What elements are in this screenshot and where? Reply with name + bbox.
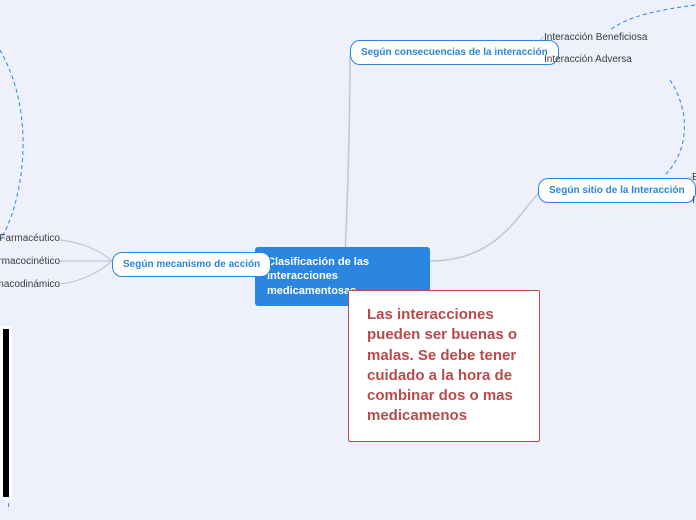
leaf-sitio-1[interactable]: E: [692, 171, 696, 184]
leaf-farmacocinetico[interactable]: Farmacocinético: [0, 255, 60, 268]
leaf-beneficiosa[interactable]: Interacción Beneficiosa: [544, 31, 647, 44]
branch-consecuencias[interactable]: Según consecuencias de la interacción: [350, 40, 559, 65]
leaf-farmacodinamico[interactable]: armacodinámico: [0, 278, 60, 291]
image-fragment: [0, 326, 12, 500]
mindmap-canvas: Clasificación de las interacciones medic…: [0, 0, 696, 520]
branch-mecanismo[interactable]: Según mecanismo de acción: [112, 252, 271, 277]
leaf-sitio-2[interactable]: I: [692, 194, 695, 207]
note-box[interactable]: Las interacciones pueden ser buenas o ma…: [348, 290, 540, 442]
branch-sitio[interactable]: Según sitio de la Interacción: [538, 178, 696, 203]
leaf-adversa[interactable]: Interacción Adversa: [544, 53, 632, 66]
leaf-farmaceutico[interactable]: er Farmacéutico: [0, 232, 60, 245]
